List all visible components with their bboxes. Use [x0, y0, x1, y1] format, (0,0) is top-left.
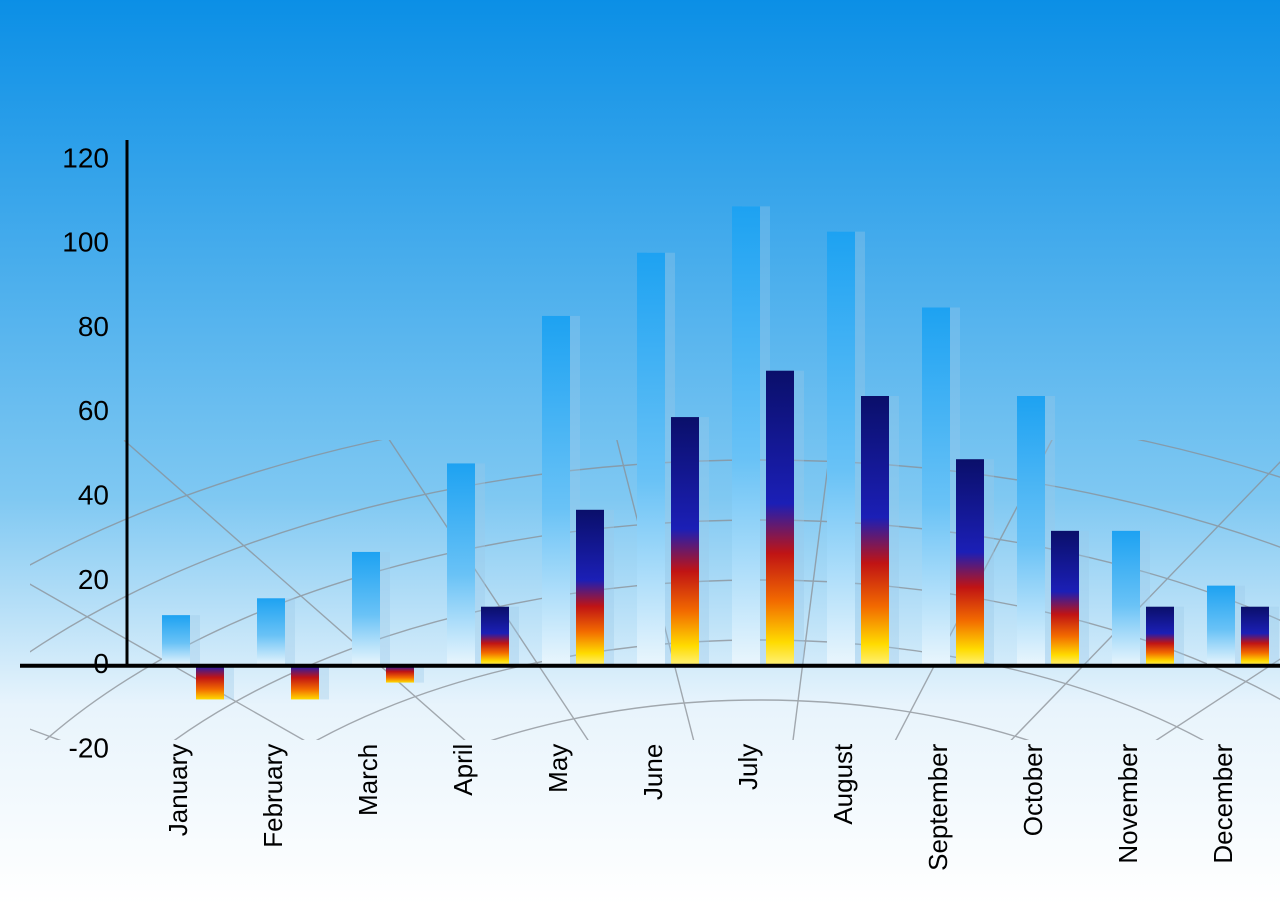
y-tick-label: -20 [69, 732, 109, 763]
chart-container: -20 0 20 40 60 80 100 120 January February March Ap… [0, 0, 1280, 905]
x-tick-label: May [543, 744, 573, 793]
y-tick-label: 100 [62, 227, 109, 258]
bar-s2-3 [481, 607, 509, 666]
monthly-bar-chart: -20 0 20 40 60 80 100 120 January February March Ap… [0, 0, 1280, 905]
bar-s2-7 [861, 396, 889, 666]
bar-s1-5 [637, 253, 665, 666]
bar-s2-9 [1051, 531, 1079, 666]
bar-s2-6 [766, 371, 794, 666]
x-tick-label: August [828, 743, 858, 825]
bar-s2-10 [1146, 607, 1174, 666]
bar-s1-10 [1112, 531, 1140, 666]
x-tick-label: September [923, 743, 953, 871]
bar-s2-4 [576, 510, 604, 666]
bar-s1-8 [922, 308, 950, 666]
x-tick-label: July [733, 744, 763, 790]
bar-s1-4 [542, 316, 570, 666]
bar-s1-11 [1207, 586, 1235, 666]
bar-s1-2 [352, 552, 380, 666]
bar-s2-5 [671, 417, 699, 666]
bar-s1-7 [827, 232, 855, 666]
y-tick-label: 120 [62, 142, 109, 173]
x-tick-label: December [1208, 743, 1238, 863]
y-tick-label: 60 [78, 395, 109, 426]
y-tick-label: 20 [78, 564, 109, 595]
bar-s1-1 [257, 598, 285, 665]
x-tick-label: November [1113, 743, 1143, 863]
x-tick-label: April [448, 744, 478, 796]
x-tick-label: March [353, 744, 383, 816]
bar-s1-3 [447, 463, 475, 665]
y-tick-label: 40 [78, 480, 109, 511]
x-tick-label: January [163, 744, 193, 837]
bar-s2-2 [386, 666, 414, 683]
bar-s2-8 [956, 459, 984, 666]
bar-s1-0 [162, 615, 190, 666]
bar-s2-0 [196, 666, 224, 700]
y-tick-label: 80 [78, 311, 109, 342]
x-tick-label: October [1018, 743, 1048, 836]
bar-s2-1 [291, 666, 319, 700]
bar-s1-6 [732, 206, 760, 665]
x-tick-label: June [638, 744, 668, 800]
x-tick-label: February [258, 744, 288, 848]
bar-s2-11 [1241, 607, 1269, 666]
bar-s1-9 [1017, 396, 1045, 666]
y-tick-label: 0 [93, 648, 109, 679]
